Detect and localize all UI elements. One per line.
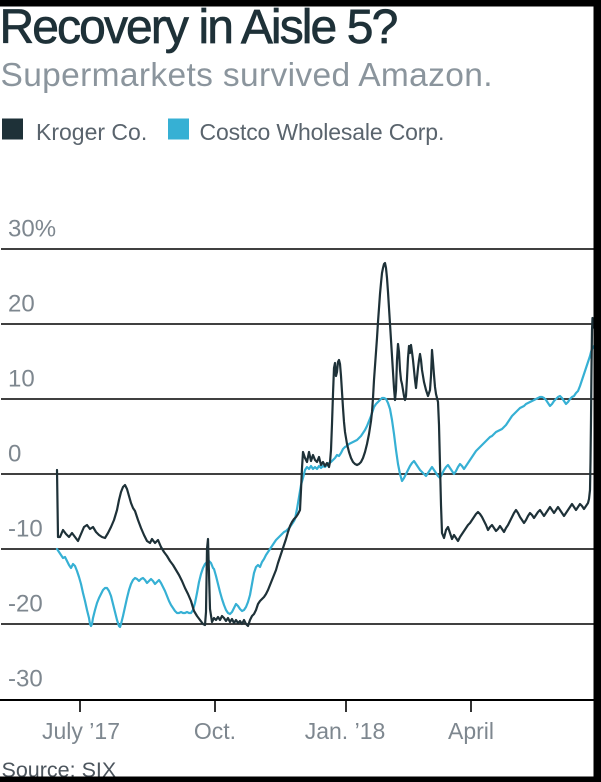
svg-text:Oct.: Oct. (194, 718, 236, 744)
svg-text:Costco Wholesale Corp.: Costco Wholesale Corp. (200, 119, 445, 145)
svg-text:30%: 30% (8, 216, 56, 243)
svg-text:-20: -20 (8, 591, 43, 618)
svg-text:Jan. ’18: Jan. ’18 (305, 718, 386, 744)
svg-text:Supermarkets survived Amazon.: Supermarkets survived Amazon. (1, 57, 493, 94)
svg-text:-30: -30 (8, 666, 43, 693)
svg-text:-10: -10 (8, 516, 43, 543)
svg-text:July ’17: July ’17 (42, 718, 120, 744)
svg-text:Kroger Co.: Kroger Co. (36, 119, 147, 145)
svg-text:Recovery in Aisle 5?: Recovery in Aisle 5? (0, 1, 397, 54)
svg-text:April: April (448, 718, 494, 744)
svg-text:0: 0 (8, 441, 21, 468)
svg-text:10: 10 (8, 366, 35, 393)
svg-text:20: 20 (8, 291, 35, 318)
